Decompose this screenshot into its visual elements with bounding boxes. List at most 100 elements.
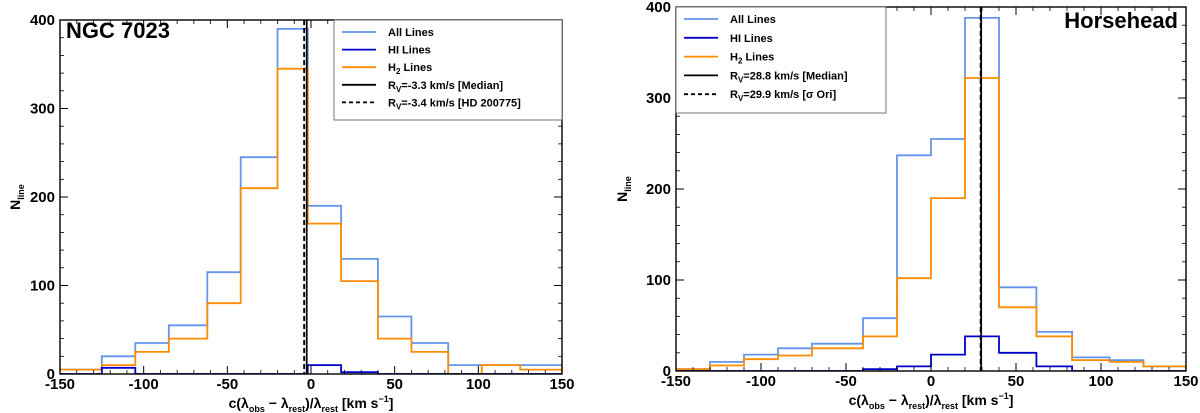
y-tick-label: 100 (646, 272, 671, 289)
text-part: =-3.4 km/s [HD 200775] (401, 97, 521, 109)
plot-area (60, 20, 562, 374)
text-part: [km s (338, 395, 379, 411)
text-part: [km s (958, 392, 999, 408)
text-part: =-3.3 km/s [Median] (401, 80, 503, 92)
text-part: V (396, 85, 402, 94)
text-part: line (16, 184, 26, 200)
text-part: rest (941, 401, 958, 411)
text-part: R (730, 70, 738, 82)
legend-label: RV=28.8 km/s [Median] (730, 70, 848, 84)
x-tick-label: -150 (661, 373, 691, 390)
text-part: =28.8 km/s [Median] (743, 70, 848, 82)
text-part: obs (869, 401, 885, 411)
text-part: N (614, 192, 630, 202)
series-line-all-lines (676, 17, 1186, 371)
legend-label: All Lines (388, 27, 434, 39)
y-axis-label: Nline (614, 176, 633, 202)
panel-2: -150 -100 -50 0 50 100 150 0 100 200 300 400 Horsehe… (614, 0, 1199, 411)
y-tick-label: 200 (646, 181, 671, 198)
x-tick-label: -50 (216, 376, 238, 393)
legend-box (333, 19, 563, 121)
x-tick-label: 0 (307, 376, 315, 393)
x-tick-label: -100 (129, 376, 159, 393)
panel-title: NGC 7023 (66, 18, 170, 43)
text-part: Lines (400, 62, 432, 74)
y-tick-label: 300 (646, 90, 671, 107)
y-tick-label: 300 (30, 101, 55, 118)
legend-box (675, 6, 887, 114)
text-part: rest (289, 404, 306, 413)
series-line-h2-lines (60, 67, 562, 374)
text-part: R (388, 97, 396, 109)
text-part: H (730, 52, 738, 64)
text-part: ] (1009, 392, 1014, 408)
x-tick-label: 150 (1173, 373, 1198, 390)
text-part: All Lines (730, 14, 776, 26)
text-part: −1 (998, 391, 1008, 401)
y-tick-label: 400 (30, 12, 55, 29)
x-tick-label: -50 (835, 373, 857, 390)
y-tick-label: 400 (646, 0, 671, 16)
series-line-hi-lines (60, 364, 562, 374)
y-tick-label: 100 (30, 278, 55, 295)
y-tick-label: 0 (663, 363, 671, 380)
y-axis-label: Nline (7, 184, 26, 210)
x-tick-label: 0 (927, 373, 935, 390)
text-part: R (388, 80, 396, 92)
text-part: V (738, 94, 744, 103)
text-part: R (730, 89, 738, 101)
text-part: 2 (738, 57, 743, 66)
legend-label: HI Lines (730, 33, 773, 45)
text-part: All Lines (388, 27, 434, 39)
legend-label: HI Lines (388, 45, 431, 57)
text-part: =29.9 km/s [σ Ori] (743, 89, 836, 101)
plot-area (676, 7, 1186, 371)
text-part: 2 (396, 67, 401, 76)
text-part: −1 (378, 394, 388, 404)
legend-label: H2 Lines (730, 52, 774, 66)
text-part: obs (249, 404, 265, 413)
text-part: )/λ (305, 395, 322, 411)
series-line-hi-lines (676, 335, 1186, 371)
x-axis-label: c(λobs − λrest)/λrest [km s−1] (229, 394, 394, 413)
x-tick-label: -100 (746, 373, 776, 390)
panel-title: Horsehead (1064, 8, 1178, 33)
text-part: c(λ (849, 392, 869, 408)
x-tick-label: -150 (45, 376, 75, 393)
x-tick-label: 50 (1008, 373, 1025, 390)
text-part: − λ (885, 392, 909, 408)
panel-1: -150 -100 -50 0 50 100 150 0 100 200 300 400 NGC 702… (7, 12, 575, 413)
text-part: HI Lines (388, 45, 431, 57)
text-part: rest (321, 404, 338, 413)
series-line-h2-lines (676, 77, 1186, 371)
y-tick-label: 0 (47, 366, 55, 383)
legend-label: RV=-3.3 km/s [Median] (388, 80, 503, 94)
legend-label: All Lines (730, 14, 776, 26)
x-tick-label: 100 (1088, 373, 1113, 390)
text-part: Lines (742, 52, 774, 64)
text-part: V (396, 102, 402, 111)
text-part: N (7, 200, 23, 210)
text-part: ] (389, 395, 394, 411)
text-part: H (388, 62, 396, 74)
text-part: − λ (265, 395, 289, 411)
legend-label: RV=29.9 km/s [σ Ori] (730, 89, 836, 103)
series-line-all-lines (60, 28, 562, 374)
text-part: V (738, 75, 744, 84)
legend-label: H2 Lines (388, 62, 432, 76)
text-part: c(λ (229, 395, 249, 411)
y-tick-label: 200 (30, 189, 55, 206)
text-part: )/λ (925, 392, 942, 408)
legend-label: RV=-3.4 km/s [HD 200775] (388, 97, 521, 111)
x-tick-label: 50 (386, 376, 403, 393)
x-axis-label: c(λobs − λrest)/λrest [km s−1] (849, 391, 1014, 411)
x-tick-label: 100 (466, 376, 491, 393)
x-tick-label: 150 (549, 376, 574, 393)
text-part: rest (909, 401, 926, 411)
text-part: HI Lines (730, 33, 773, 45)
text-part: line (623, 176, 633, 192)
